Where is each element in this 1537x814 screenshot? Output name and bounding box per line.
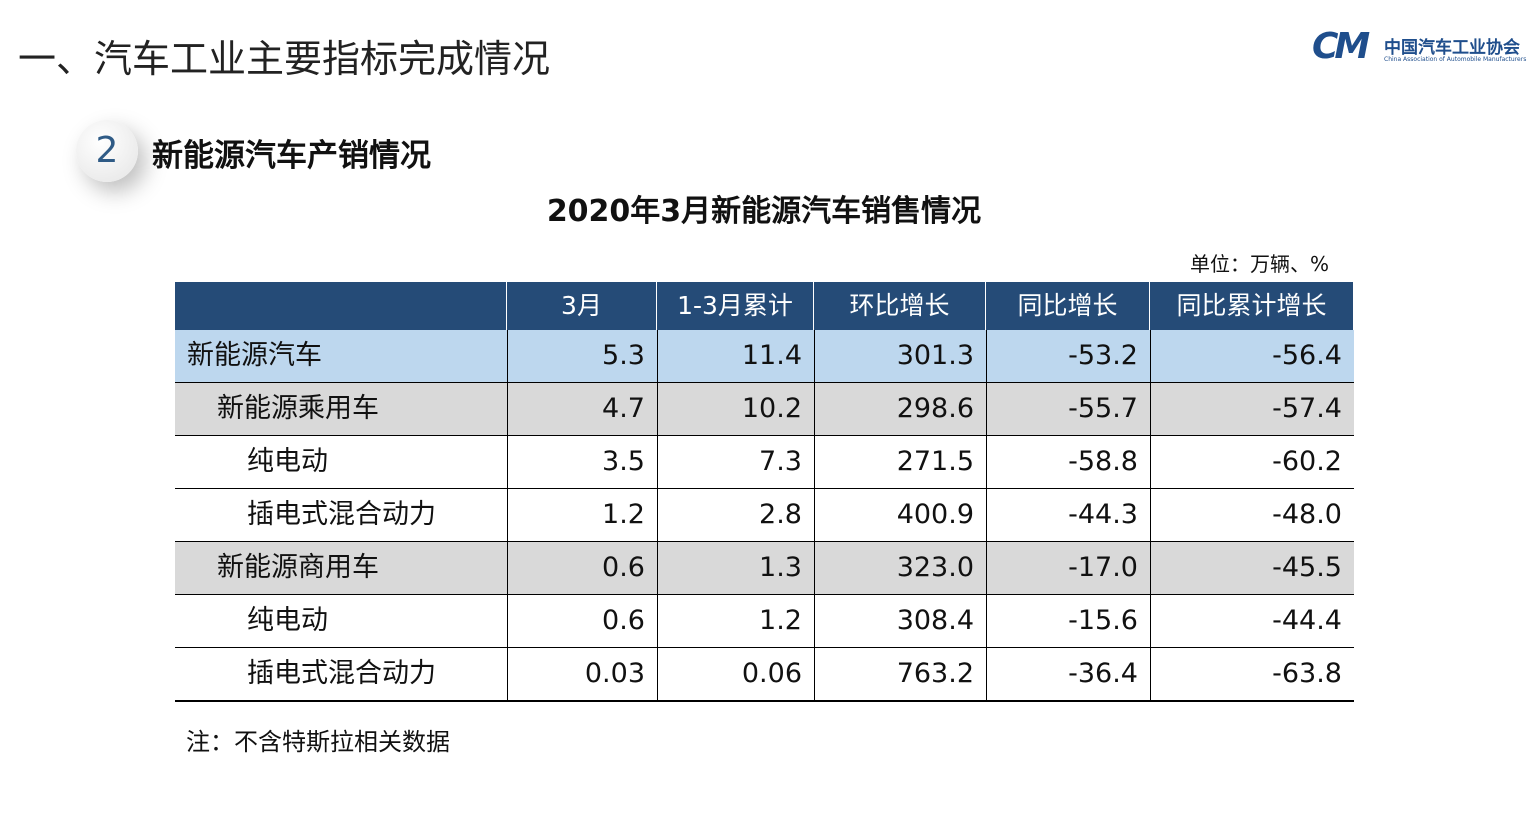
cell-value: 301.3	[814, 330, 986, 383]
cell-value: -44.4	[1150, 595, 1354, 648]
cell-value: 5.3	[507, 330, 657, 383]
table-title: 2020年3月新能源汽车销售情况	[546, 194, 982, 229]
cell-value: -55.7	[986, 383, 1150, 436]
cell-value: -53.2	[986, 330, 1150, 383]
section-number: 2	[76, 120, 138, 182]
cell-value: -44.3	[986, 489, 1150, 542]
cell-value: 4.7	[507, 383, 657, 436]
cell-value: 1.2	[657, 595, 814, 648]
cell-value: 1.2	[507, 489, 657, 542]
cell-value: 298.6	[814, 383, 986, 436]
row-line	[175, 647, 1354, 649]
cell-value: 271.5	[814, 436, 986, 489]
row-label: 插电式混合动力	[175, 648, 507, 701]
cell-value: 763.2	[814, 648, 986, 701]
row-line	[175, 594, 1354, 596]
cell-value: 308.4	[814, 595, 986, 648]
cell-value: 10.2	[657, 383, 814, 436]
row-label: 新能源汽车	[175, 330, 507, 383]
row-line	[175, 541, 1354, 543]
header-cell	[175, 282, 507, 330]
row-line	[175, 435, 1354, 437]
row-label: 新能源乘用车	[175, 383, 507, 436]
cell-value: -60.2	[1150, 436, 1354, 489]
cell-value: 400.9	[814, 489, 986, 542]
cell-value: 7.3	[657, 436, 814, 489]
cell-value: -56.4	[1150, 330, 1354, 383]
cell-value: -45.5	[1150, 542, 1354, 595]
row-label: 新能源商用车	[175, 542, 507, 595]
cell-value: -36.4	[986, 648, 1150, 701]
slide-title: 一、汽车工业主要指标完成情况	[18, 37, 551, 81]
row-line	[175, 488, 1354, 490]
cell-value: 2.8	[657, 489, 814, 542]
cell-value: 3.5	[507, 436, 657, 489]
header-cell: 同比累计增长	[1150, 282, 1354, 330]
cell-value: -58.8	[986, 436, 1150, 489]
note: 注：不含特斯拉相关数据	[186, 728, 450, 756]
row-label: 纯电动	[175, 436, 507, 489]
logo-name: 中国汽车工业协会	[1384, 38, 1520, 58]
row-line	[175, 700, 1354, 702]
cell-value: -63.8	[1150, 648, 1354, 701]
row-label: 纯电动	[175, 595, 507, 648]
header-cell: 同比增长	[986, 282, 1150, 330]
section-title: 新能源汽车产销情况	[152, 138, 431, 174]
cell-value: 0.06	[657, 648, 814, 701]
logo-mark: CM	[1312, 26, 1370, 67]
cell-value: -17.0	[986, 542, 1150, 595]
cell-value: -15.6	[986, 595, 1150, 648]
unit-label: 单位：万辆、%	[1190, 252, 1330, 276]
cell-value: 1.3	[657, 542, 814, 595]
cell-value: -57.4	[1150, 383, 1354, 436]
row-label: 插电式混合动力	[175, 489, 507, 542]
cell-value: 323.0	[814, 542, 986, 595]
header-cell: 3月	[507, 282, 657, 330]
cell-value: 0.6	[507, 542, 657, 595]
logo-english: China Association of Automobile Manufact…	[1384, 56, 1527, 63]
cell-value: -48.0	[1150, 489, 1354, 542]
header-cell: 1-3月累计	[657, 282, 814, 330]
cell-value: 11.4	[657, 330, 814, 383]
cell-value: 0.6	[507, 595, 657, 648]
cell-value: 0.03	[507, 648, 657, 701]
header-cell: 环比增长	[814, 282, 986, 330]
row-line	[175, 382, 1354, 384]
